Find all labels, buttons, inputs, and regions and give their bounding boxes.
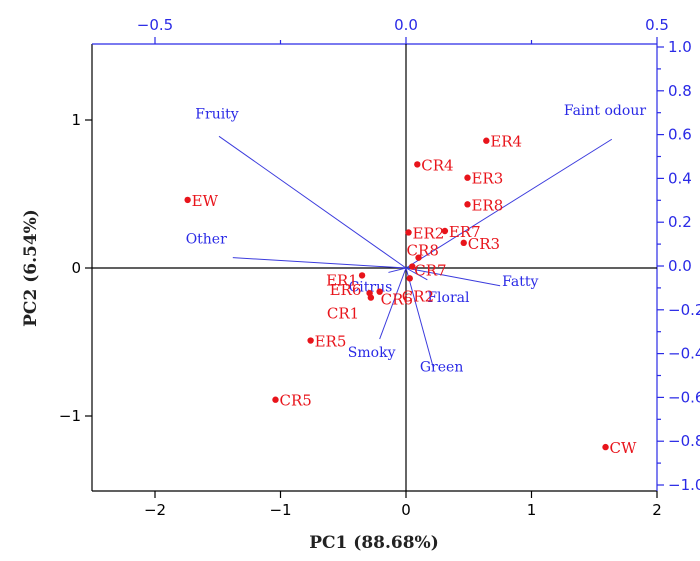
loading-label: Fruity [195, 106, 239, 122]
right-tick-label: −0.4 [668, 345, 700, 363]
score-label: ER7 [449, 223, 481, 241]
score-label: ER4 [490, 133, 522, 151]
right-tick-label: 0.4 [668, 169, 692, 187]
right-tick-label: 1.0 [668, 38, 692, 56]
score-point [602, 443, 609, 451]
score-label: CR4 [421, 156, 453, 174]
score-point [464, 174, 471, 181]
score-point [358, 272, 366, 279]
loading-vector [388, 267, 407, 273]
x-axis-title: PC1 (88.68%) [309, 533, 439, 553]
y-axis-title: PC2 (6.54%) [21, 209, 41, 327]
right-tick-label: −0.2 [668, 301, 700, 319]
loading-label: Green [420, 360, 463, 376]
score-point [414, 161, 421, 168]
right-tick-label: −1.0 [668, 476, 700, 494]
right-tick-label: 0.8 [668, 82, 692, 100]
score-label: ER6 [330, 281, 362, 299]
x-tick-label: 0 [401, 501, 411, 519]
score-point [307, 337, 314, 344]
loading-label: Other [186, 232, 227, 248]
loading-vector [405, 138, 613, 269]
x-tick-label: 1 [527, 501, 537, 519]
right-tick-label: −0.8 [668, 432, 700, 450]
score-label: CR3 [468, 235, 500, 253]
right-tick-label: 0.6 [668, 126, 692, 144]
score-point [483, 137, 490, 144]
right-tick-label: −0.6 [668, 388, 700, 406]
score-label: CR8 [407, 242, 439, 260]
y-tick-label: 1 [71, 111, 81, 129]
loading-vector [405, 267, 435, 369]
score-label: CR6 [381, 291, 413, 309]
y-tick-label: −1 [59, 407, 81, 425]
score-point [415, 254, 422, 261]
loading-vector [379, 267, 407, 340]
score-label: ER2 [413, 224, 445, 242]
right-tick-label: 0.2 [668, 213, 692, 231]
top-tick-label: 0.5 [645, 16, 669, 34]
score-point [441, 227, 449, 235]
score-label: ER3 [471, 170, 503, 188]
loading-label: Faint odour [564, 103, 647, 119]
score-point [460, 239, 467, 247]
x-tick-label: −1 [269, 501, 291, 519]
loading-vector [405, 267, 428, 281]
score-label: CR7 [414, 262, 446, 280]
score-point [376, 288, 383, 295]
score-label: CR2 [402, 287, 434, 305]
score-point [464, 201, 471, 208]
score-label: ER8 [471, 196, 503, 214]
score-point [272, 396, 279, 403]
top-tick-label: 0.0 [394, 16, 418, 34]
score-label: CR5 [279, 392, 311, 410]
right-tick-label: 0.0 [668, 257, 692, 275]
score-point [405, 229, 412, 236]
score-point [409, 263, 416, 270]
loading-vector [232, 257, 407, 269]
loading-vector [218, 135, 407, 269]
score-label: ER1 [326, 271, 358, 289]
score-label: EW [192, 192, 219, 210]
y-tick-label: 0 [71, 259, 81, 277]
score-label: CR1 [327, 305, 359, 323]
x-tick-label: 2 [652, 501, 662, 519]
score-label: ER5 [315, 333, 347, 351]
x-tick-label: −2 [144, 501, 166, 519]
top-tick-label: −0.5 [137, 16, 173, 34]
score-label: CW [610, 439, 637, 457]
loading-label: Floral [427, 290, 470, 306]
loading-vector [405, 267, 501, 287]
score-point [367, 294, 375, 301]
loading-label: Smoky [348, 345, 396, 361]
score-point [184, 196, 191, 204]
loading-label: Fatty [502, 274, 538, 290]
score-point [406, 275, 413, 282]
